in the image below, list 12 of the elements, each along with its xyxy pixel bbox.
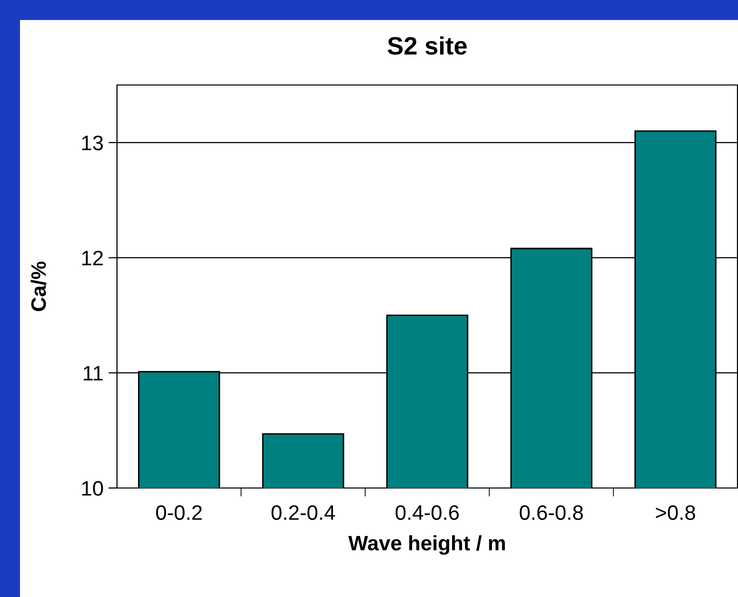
y-tick-label: 11 [84, 366, 103, 380]
x-tick-label: 0.2-0.4 [272, 505, 335, 520]
x-tick-label: 0.6-0.8 [520, 505, 583, 520]
x-tick-label: 0-0.2 [156, 505, 202, 520]
x-tick-label: >0.8 [656, 505, 696, 520]
y-axis-title: Ca/% [30, 262, 46, 312]
y-tick-label: 10 [82, 481, 103, 496]
x-axis-title: Wave height / m [348, 535, 505, 555]
y-tick-label: 12 [82, 250, 103, 266]
x-tick-label: 0.4-0.6 [396, 505, 459, 520]
y-tick-label: 13 [82, 136, 103, 150]
chart-title: S2 site [388, 36, 467, 55]
